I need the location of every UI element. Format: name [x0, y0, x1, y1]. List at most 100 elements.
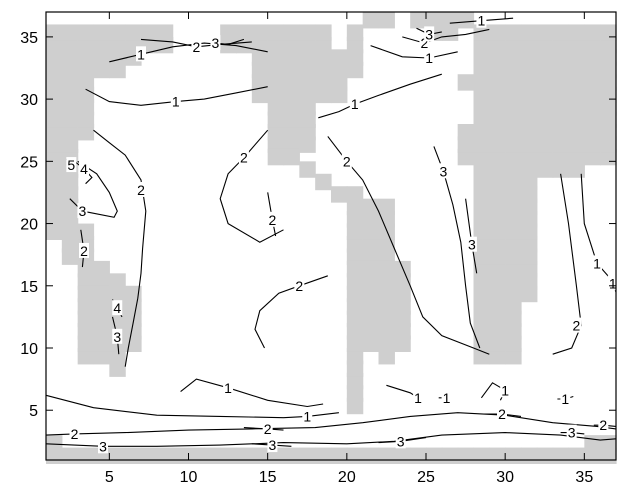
land-cell: [315, 173, 332, 191]
land-cell: [77, 335, 95, 352]
land-cell: [521, 136, 538, 153]
land-cell: [46, 173, 63, 191]
contour-label: 3: [113, 329, 121, 345]
land-cell: [600, 435, 617, 452]
land-cell: [489, 348, 506, 365]
contour-line-level-2: [327, 136, 490, 355]
land-cell: [61, 86, 79, 104]
land-cell: [77, 36, 95, 54]
land-cell: [267, 111, 285, 128]
land-cell: [283, 148, 300, 166]
land-cell: [109, 61, 126, 79]
land-cell: [600, 24, 617, 41]
contour-label-background: [136, 181, 146, 197]
land-cell: [505, 99, 522, 116]
land-cell: [521, 49, 538, 66]
land-cell: [600, 74, 617, 91]
land-cell: [568, 148, 585, 166]
land-cell: [521, 211, 538, 228]
land-cell: [93, 24, 110, 41]
land-cell: [505, 74, 522, 91]
land-cell: [251, 74, 269, 91]
land-cell: [536, 86, 554, 104]
land-cell: [521, 86, 538, 104]
land-cell: [600, 36, 617, 54]
land-cell: [489, 99, 506, 116]
land-cell: [299, 36, 316, 54]
land-cell: [568, 49, 585, 66]
land-cell: [536, 24, 554, 41]
land-cell: [77, 285, 95, 303]
land-cell: [521, 99, 538, 116]
land-cell: [584, 86, 601, 104]
contour-label-background: [598, 417, 609, 433]
land-cell: [378, 260, 395, 278]
land-cell: [46, 24, 63, 41]
contour-label: 2: [599, 417, 607, 433]
land-cell: [473, 348, 490, 365]
land-cell: [346, 385, 364, 402]
contour-label-background: [497, 405, 507, 421]
land-cell: [61, 74, 79, 91]
land-cell: [473, 211, 490, 228]
land-cell: [61, 49, 79, 66]
land-cell: [125, 323, 142, 340]
contour-line-level-2: [402, 28, 490, 44]
land-cell: [568, 36, 585, 54]
land-cell: [283, 86, 300, 104]
land-cell: [77, 323, 95, 340]
land-cell: [489, 186, 506, 203]
y-tick-label: 35: [20, 30, 38, 47]
land-cell: [93, 273, 110, 290]
land-cell: [473, 198, 490, 216]
land-cell: [378, 285, 395, 303]
land-cell: [521, 173, 538, 191]
land-cell: [568, 74, 585, 91]
land-cell: [315, 61, 332, 79]
contour-label: 2: [573, 318, 581, 334]
contour-label: 1: [609, 275, 617, 291]
contour-label: 3: [269, 437, 277, 453]
land-cell: [473, 223, 490, 240]
land-cell: [521, 186, 538, 203]
land-cell: [77, 49, 95, 66]
land-cell: [331, 186, 348, 203]
contour-label-background: [66, 157, 77, 173]
x-tick-label: 10: [180, 469, 198, 486]
contour-label-background: [69, 425, 80, 441]
contour-label: 2: [498, 406, 506, 422]
land-cell: [521, 111, 538, 128]
land-cell: [61, 61, 79, 79]
land-cell: [93, 36, 110, 54]
land-cell: [394, 447, 411, 464]
land-cell: [299, 124, 316, 141]
contour-label-background: [560, 391, 571, 407]
land-cell: [552, 61, 570, 79]
land-cell: [77, 447, 95, 464]
land-cell: [489, 124, 506, 141]
land-cell: [521, 36, 538, 54]
land-cell: [489, 285, 506, 303]
land-cell: [299, 111, 316, 128]
land-cell: [46, 136, 63, 153]
land-cell: [362, 198, 380, 216]
land-cell: [236, 24, 253, 41]
land-cell: [362, 248, 380, 265]
land-cell: [568, 136, 585, 153]
land-cell: [473, 36, 490, 54]
land-cell: [299, 447, 316, 464]
land-cell: [568, 124, 585, 141]
land-cell: [299, 49, 316, 66]
land-cell: [521, 285, 538, 303]
land-cell: [521, 198, 538, 216]
contour-label-background: [191, 38, 202, 54]
land-cell: [441, 12, 459, 29]
contour-label-background: [571, 317, 582, 333]
land-cell: [426, 447, 443, 464]
land-cell: [521, 24, 538, 41]
contour-label-background: [566, 424, 577, 440]
land-cell: [109, 273, 126, 290]
land-mask: [46, 12, 617, 464]
land-cell: [600, 124, 617, 141]
